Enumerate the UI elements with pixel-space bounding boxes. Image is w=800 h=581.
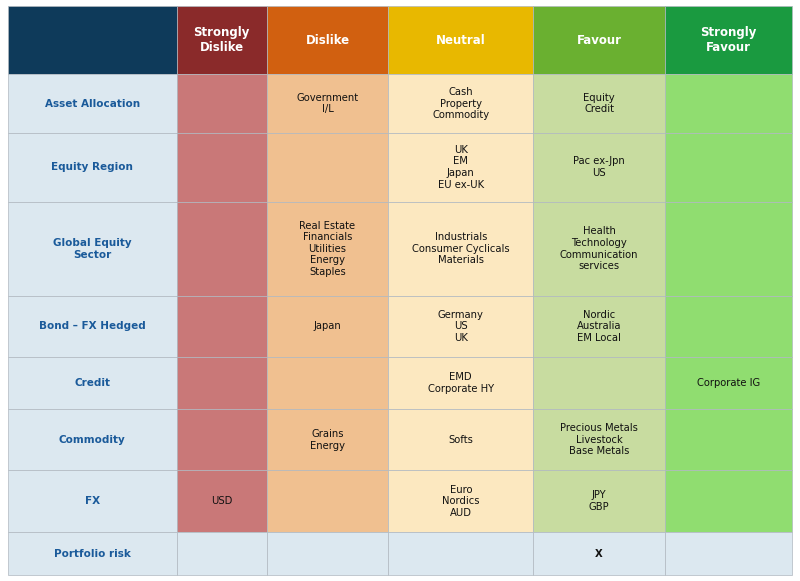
Bar <box>665 74 792 133</box>
Text: Germany
US
UK: Germany US UK <box>438 310 484 343</box>
Bar <box>266 296 388 357</box>
Text: Favour: Favour <box>577 34 622 46</box>
Text: Equity Region: Equity Region <box>51 162 134 172</box>
Text: Bond – FX Hedged: Bond – FX Hedged <box>39 321 146 331</box>
Bar <box>177 409 266 470</box>
Text: Cash
Property
Commodity: Cash Property Commodity <box>432 87 490 120</box>
Text: Euro
Nordics
AUD: Euro Nordics AUD <box>442 485 479 518</box>
Text: Dislike: Dislike <box>306 34 350 46</box>
Bar <box>534 409 665 470</box>
Bar <box>177 357 266 409</box>
Bar <box>388 409 534 470</box>
Text: Japan: Japan <box>314 321 342 331</box>
Bar <box>665 202 792 296</box>
Bar <box>388 357 534 409</box>
Bar <box>665 532 792 575</box>
Bar <box>177 202 266 296</box>
Bar <box>534 74 665 133</box>
Bar <box>266 202 388 296</box>
Bar <box>534 202 665 296</box>
Bar <box>266 133 388 202</box>
Bar <box>177 470 266 532</box>
Text: Neutral: Neutral <box>436 34 486 46</box>
Bar <box>8 357 177 409</box>
Text: Global Equity
Sector: Global Equity Sector <box>53 238 131 260</box>
Text: Grains
Energy: Grains Energy <box>310 429 345 450</box>
Bar <box>534 133 665 202</box>
Bar <box>665 357 792 409</box>
Bar <box>388 74 534 133</box>
Text: Health
Technology
Communication
services: Health Technology Communication services <box>560 227 638 271</box>
Text: Corporate IG: Corporate IG <box>697 378 760 388</box>
Text: Real Estate
Financials
Utilities
Energy
Staples: Real Estate Financials Utilities Energy … <box>299 221 355 277</box>
Bar <box>177 532 266 575</box>
Bar <box>388 296 534 357</box>
Bar <box>8 296 177 357</box>
Bar <box>388 133 534 202</box>
Bar <box>665 470 792 532</box>
Bar <box>266 409 388 470</box>
Text: UK
EM
Japan
EU ex-UK: UK EM Japan EU ex-UK <box>438 145 484 189</box>
Bar <box>8 6 177 74</box>
Bar <box>8 532 177 575</box>
Text: Strongly
Dislike: Strongly Dislike <box>194 26 250 54</box>
Bar <box>266 532 388 575</box>
Bar <box>388 6 534 74</box>
Text: Equity
Credit: Equity Credit <box>583 93 615 114</box>
Bar <box>266 6 388 74</box>
Bar <box>665 133 792 202</box>
Bar <box>177 6 266 74</box>
Text: Asset Allocation: Asset Allocation <box>45 99 140 109</box>
Bar <box>266 357 388 409</box>
Text: Industrials
Consumer Cyclicals
Materials: Industrials Consumer Cyclicals Materials <box>412 232 510 266</box>
Text: Precious Metals
Livestock
Base Metals: Precious Metals Livestock Base Metals <box>560 423 638 456</box>
Bar <box>534 470 665 532</box>
Bar <box>534 6 665 74</box>
Text: Credit: Credit <box>74 378 110 388</box>
Text: EMD
Corporate HY: EMD Corporate HY <box>428 372 494 394</box>
Text: Portfolio risk: Portfolio risk <box>54 548 130 559</box>
Text: Commodity: Commodity <box>59 435 126 444</box>
Text: Pac ex-Jpn
US: Pac ex-Jpn US <box>574 156 625 178</box>
Bar <box>388 532 534 575</box>
Text: X: X <box>595 548 603 559</box>
Bar <box>8 133 177 202</box>
Bar <box>388 470 534 532</box>
Bar <box>8 470 177 532</box>
Bar <box>665 6 792 74</box>
Text: Nordic
Australia
EM Local: Nordic Australia EM Local <box>577 310 622 343</box>
Text: Strongly
Favour: Strongly Favour <box>700 26 757 54</box>
Bar <box>177 74 266 133</box>
Text: FX: FX <box>85 496 100 506</box>
Bar <box>665 296 792 357</box>
Text: Softs: Softs <box>448 435 473 444</box>
Bar <box>8 409 177 470</box>
Bar <box>177 133 266 202</box>
Bar <box>266 74 388 133</box>
Bar <box>534 296 665 357</box>
Text: JPY
GBP: JPY GBP <box>589 490 610 512</box>
Bar <box>8 74 177 133</box>
Bar <box>266 470 388 532</box>
Bar <box>388 202 534 296</box>
Bar <box>8 202 177 296</box>
Bar <box>177 296 266 357</box>
Bar <box>534 357 665 409</box>
Bar <box>534 532 665 575</box>
Text: USD: USD <box>211 496 232 506</box>
Bar <box>665 409 792 470</box>
Text: Government
I/L: Government I/L <box>297 93 358 114</box>
